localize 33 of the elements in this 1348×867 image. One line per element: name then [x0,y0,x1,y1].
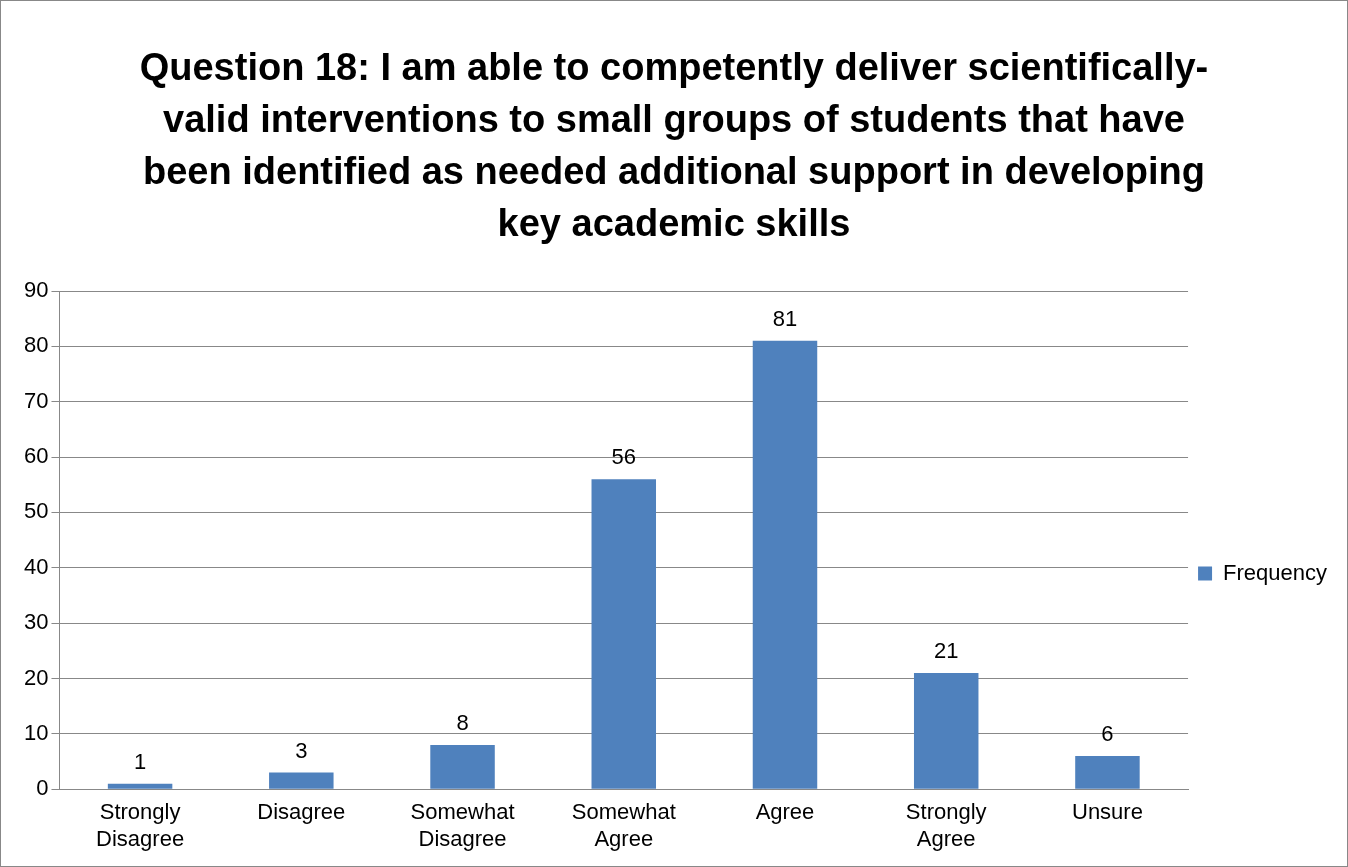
data-label: 21 [933,638,959,664]
data-label: 8 [456,709,469,735]
y-tick-label: 80 [23,332,49,358]
x-tick-label: Agree [755,799,815,825]
x-tick-label: Somewhat Agree [571,799,676,851]
y-tick-label: 60 [23,443,49,469]
bar [591,479,657,789]
data-label: 81 [772,305,798,331]
x-tick-label: Disagree [257,799,346,825]
bar [1075,755,1140,789]
x-tick-label: Strongly Agree [905,799,987,851]
y-tick-label: 20 [23,664,49,690]
chart-title: Question 18: I am able to competently deliver scientifically-valid interventions to small groups of students that have been identified as needed additional support in developing key academic skills [138,45,1210,246]
y-tick-label: 50 [23,498,49,524]
y-tick-label: 10 [23,719,49,745]
bar [269,772,334,789]
y-tick-label: 30 [23,609,49,635]
bar [752,340,818,789]
x-tick-label: Unsure [1071,799,1143,825]
legend-label: Frequency [1223,559,1328,585]
data-label: 6 [1101,721,1114,747]
y-tick-label: 40 [23,553,49,579]
data-label: 1 [133,748,147,774]
data-label: 56 [611,444,637,470]
x-tick-label: Somewhat Disagree [410,799,515,851]
y-tick-label: 70 [23,387,49,413]
bar [107,783,173,789]
x-tick-label: Strongly Disagree [96,799,185,851]
y-tick-label: 90 [23,277,49,303]
bar [430,744,495,789]
y-tick-label: 0 [36,775,49,801]
bar [913,672,979,789]
data-label: 3 [295,737,308,763]
